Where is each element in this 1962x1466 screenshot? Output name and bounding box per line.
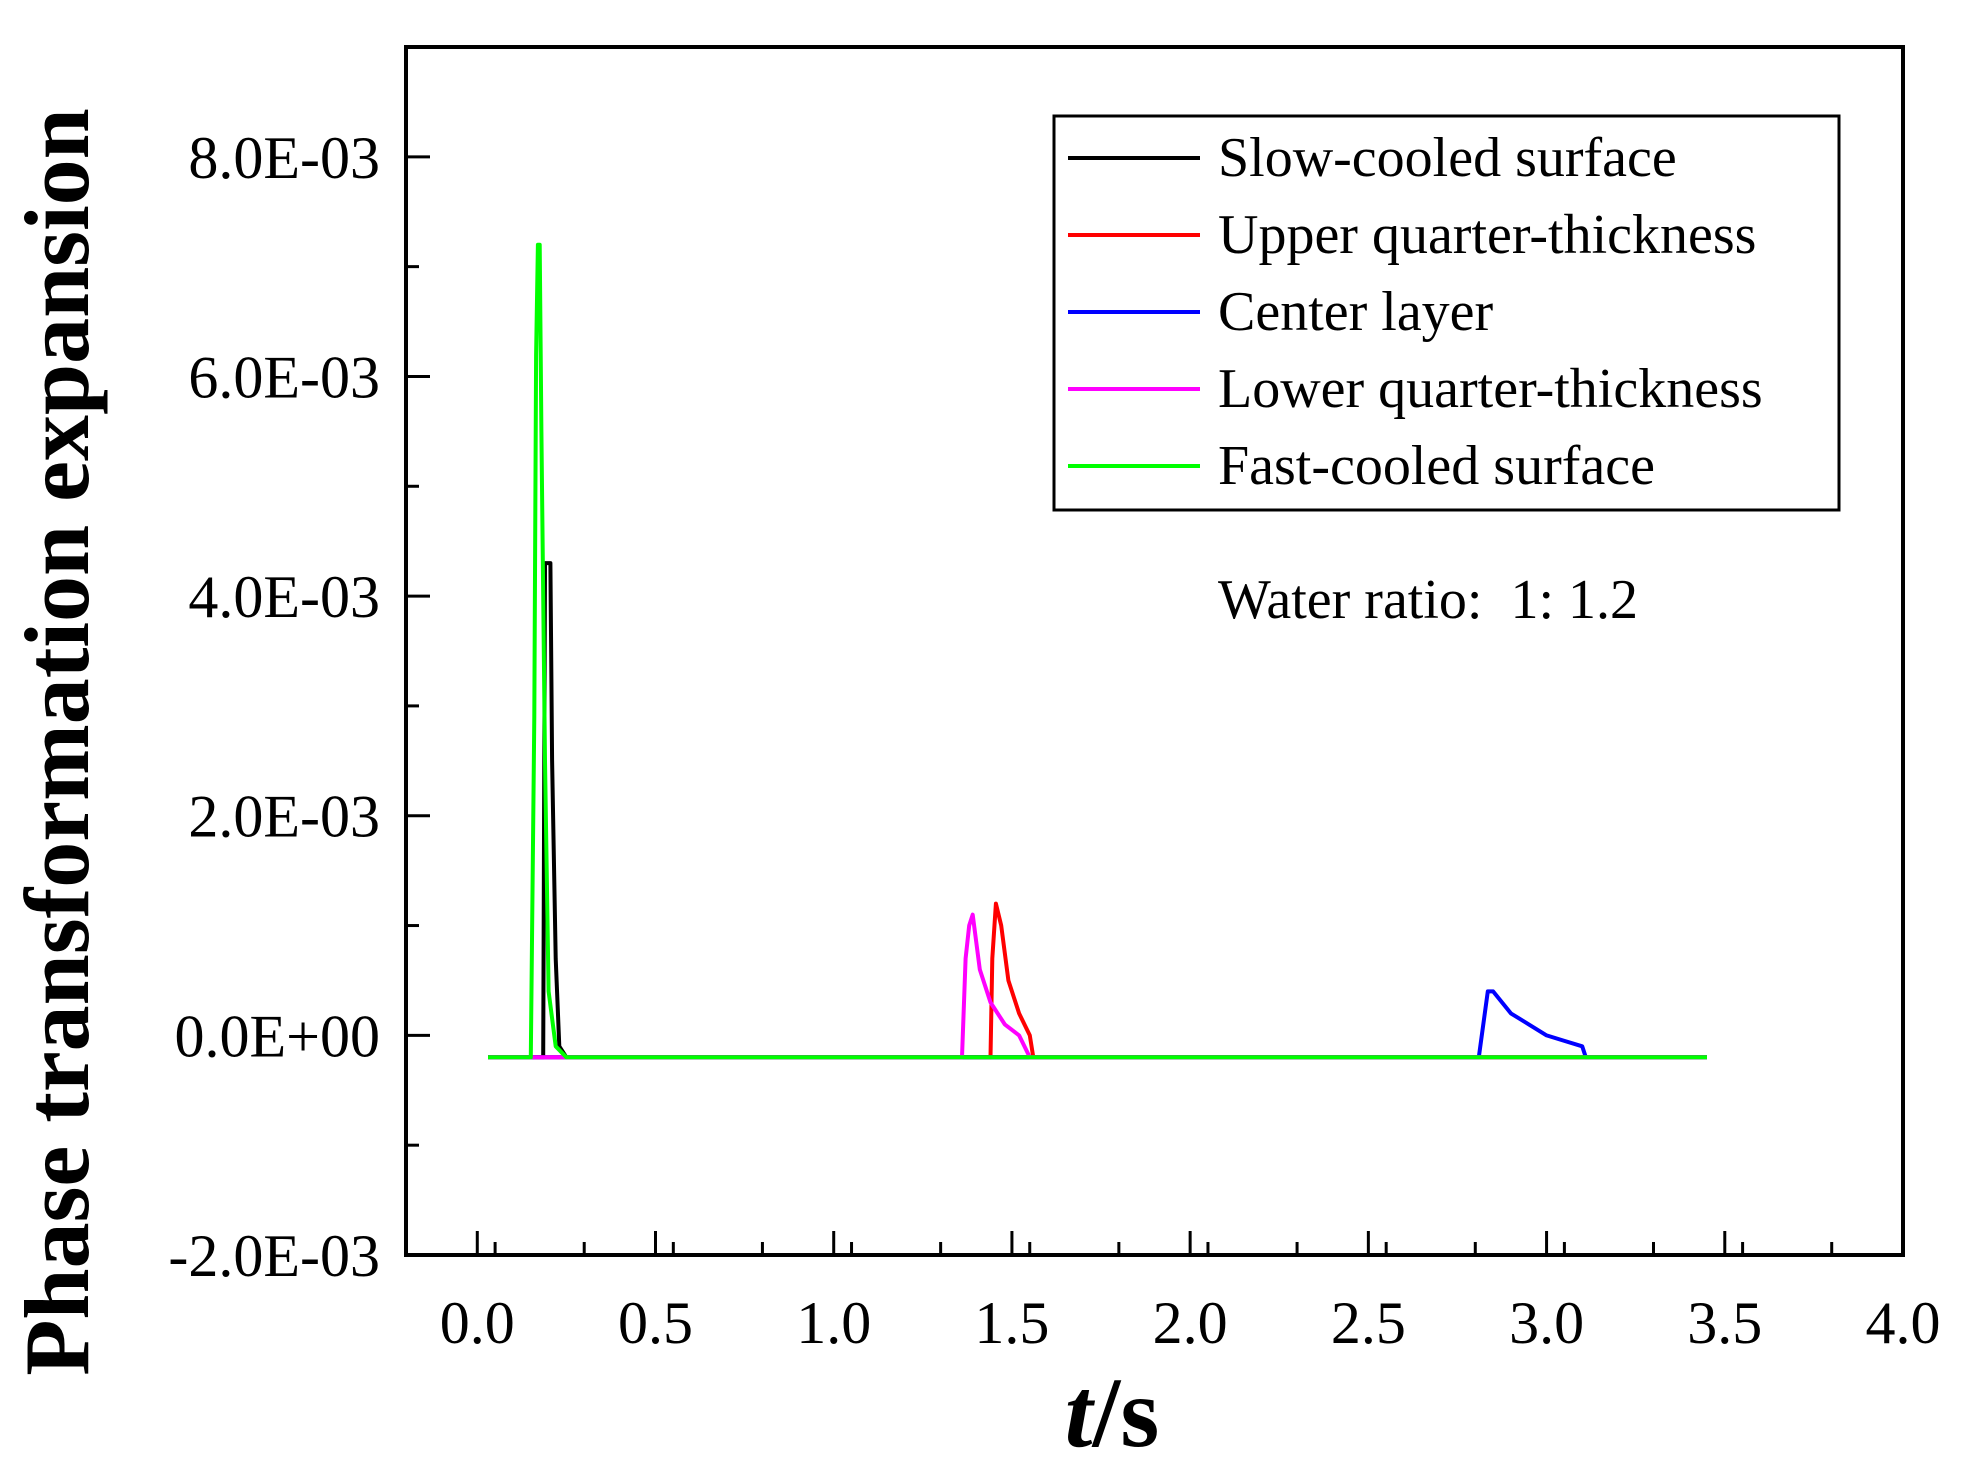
y-tick-label: 2.0E-03 (188, 784, 380, 850)
axes-ticks: 0.0 0.5 1.0 1.5 2.0 2.5 3.0 3.5 4.0 -2.0E-03 0.0E+… (168, 125, 1940, 1356)
x-tick-label: 2.5 (1331, 1290, 1406, 1356)
legend-entries: Slow-cooled surface Upper quarter-thickne… (1068, 127, 1763, 497)
x-tick-label: 4.0 (1866, 1290, 1941, 1356)
series-line-fast-cooled-surface (488, 242, 1707, 1060)
y-tick-label: 8.0E-03 (188, 125, 380, 191)
x-tick-label: 3.5 (1687, 1290, 1762, 1356)
legend-label: Upper quarter-thickness (1218, 204, 1756, 266)
series-line-center-layer (488, 989, 1707, 1060)
legend-label: Lower quarter-thickness (1218, 358, 1763, 420)
x-tick-label: 1.0 (796, 1290, 871, 1356)
y-tick-label: 6.0E-03 (188, 344, 380, 410)
series-line-lower-quarter-thickness (488, 912, 1707, 1060)
legend: Slow-cooled surface Upper quarter-thickne… (1052, 114, 1841, 512)
series-line-upper-quarter-thickness (488, 901, 1707, 1060)
x-axis-label-variable: t (1065, 1357, 1096, 1466)
x-tick-label: 0.5 (618, 1290, 693, 1356)
legend-label: Center layer (1218, 281, 1494, 343)
legend-label: Fast-cooled surface (1218, 435, 1655, 497)
y-tick-label: -2.0E-03 (168, 1223, 380, 1289)
x-tick-label: 0.0 (440, 1290, 515, 1356)
x-axis-label-unit: /s (1092, 1357, 1160, 1466)
y-axis-label: Phase transformation expansion (6, 108, 108, 1376)
y-tick-label: 4.0E-03 (188, 564, 380, 630)
y-tick-label: 0.0E+00 (175, 1003, 381, 1069)
x-axis-label: t/s (1065, 1357, 1160, 1466)
series-lines (488, 242, 1707, 1060)
legend-label: Slow-cooled surface (1218, 127, 1677, 189)
x-tick-label: 3.0 (1509, 1290, 1584, 1356)
x-tick-label: 1.5 (974, 1290, 1049, 1356)
water-ratio-annotation: Water ratio: 1: 1.2 (1218, 569, 1638, 631)
x-tick-label: 2.0 (1153, 1290, 1228, 1356)
series-line-slow-cooled-surface (488, 561, 1707, 1060)
plot-frame (404, 45, 1905, 1257)
